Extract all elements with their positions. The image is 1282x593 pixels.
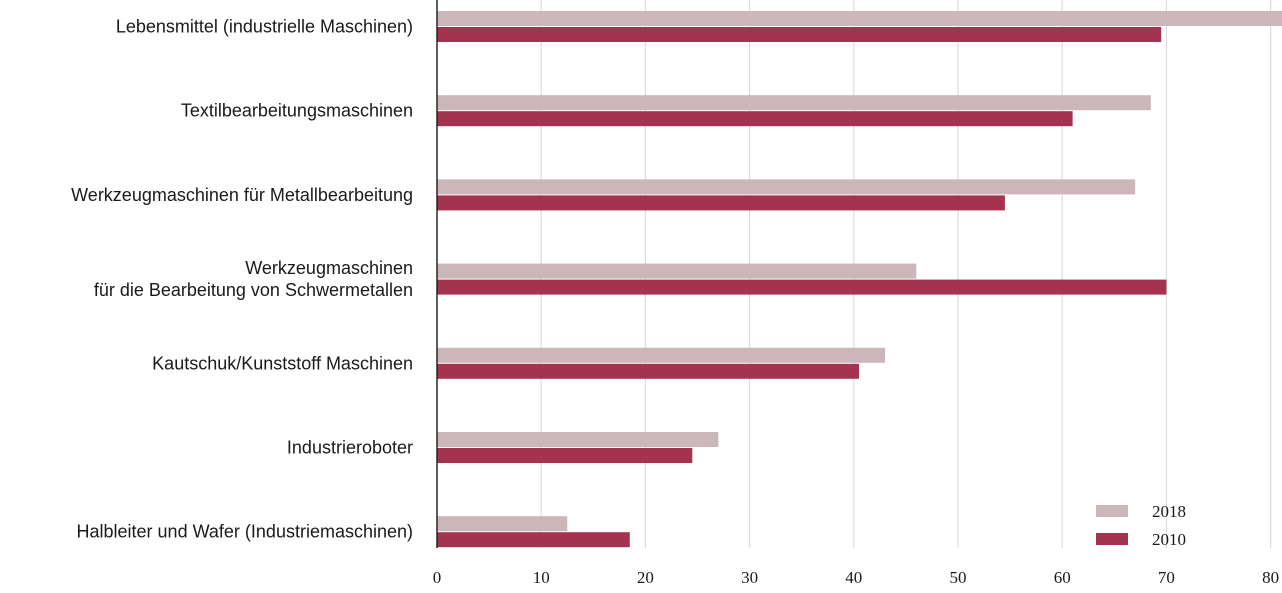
bar-2018 xyxy=(437,179,1136,195)
x-tick-label: 20 xyxy=(637,568,654,587)
bar-2018 xyxy=(437,516,568,532)
bars xyxy=(437,11,1282,548)
bar-2010 xyxy=(437,111,1073,127)
bar-2010 xyxy=(437,448,693,463)
category-label: Textilbearbeitungsmaschinen xyxy=(181,101,413,121)
x-tick-label: 10 xyxy=(533,568,550,587)
category-label: Werkzeugmaschinen für Metallbearbeitung xyxy=(71,185,413,205)
x-tick-label: 30 xyxy=(741,568,758,587)
bar-2010 xyxy=(437,532,630,548)
bar-2018 xyxy=(437,263,917,279)
legend-swatch-2018 xyxy=(1096,505,1128,517)
bar-2010 xyxy=(437,363,860,379)
category-label: Industrieroboter xyxy=(287,438,413,458)
x-tick-label: 0 xyxy=(433,568,442,587)
legend-label-2018: 2018 xyxy=(1152,502,1186,521)
legend-label-2010: 2010 xyxy=(1152,530,1186,549)
bar-2010 xyxy=(437,195,1005,211)
bar-2018 xyxy=(437,432,719,447)
bar-2010 xyxy=(437,27,1162,42)
category-label: für die Bearbeitung von Schwermetallen xyxy=(94,280,413,300)
bar-2018 xyxy=(437,347,886,363)
category-label: Werkzeugmaschinen xyxy=(245,258,413,278)
bar-2010 xyxy=(437,279,1167,295)
x-tick-label: 80 xyxy=(1262,568,1279,587)
x-tick-label: 70 xyxy=(1158,568,1175,587)
x-tick-label: 40 xyxy=(845,568,862,587)
x-tick-label: 60 xyxy=(1054,568,1071,587)
bar-2018 xyxy=(437,11,1282,26)
category-label: Kautschuk/Kunststoff Maschinen xyxy=(152,353,413,373)
x-tick-labels: 0 10 20 30 40 50 60 70 80 xyxy=(433,568,1279,587)
x-tick-label: 50 xyxy=(950,568,967,587)
category-labels: Lebensmittel (industrielle Maschinen) Tex… xyxy=(71,17,413,542)
legend-swatch-2010 xyxy=(1096,533,1128,545)
category-label: Halbleiter und Wafer (Industriemaschinen… xyxy=(77,522,413,542)
category-label: Lebensmittel (industrielle Maschinen) xyxy=(116,17,413,37)
legend: 2018 2010 xyxy=(1096,502,1186,549)
bar-2018 xyxy=(437,95,1151,111)
